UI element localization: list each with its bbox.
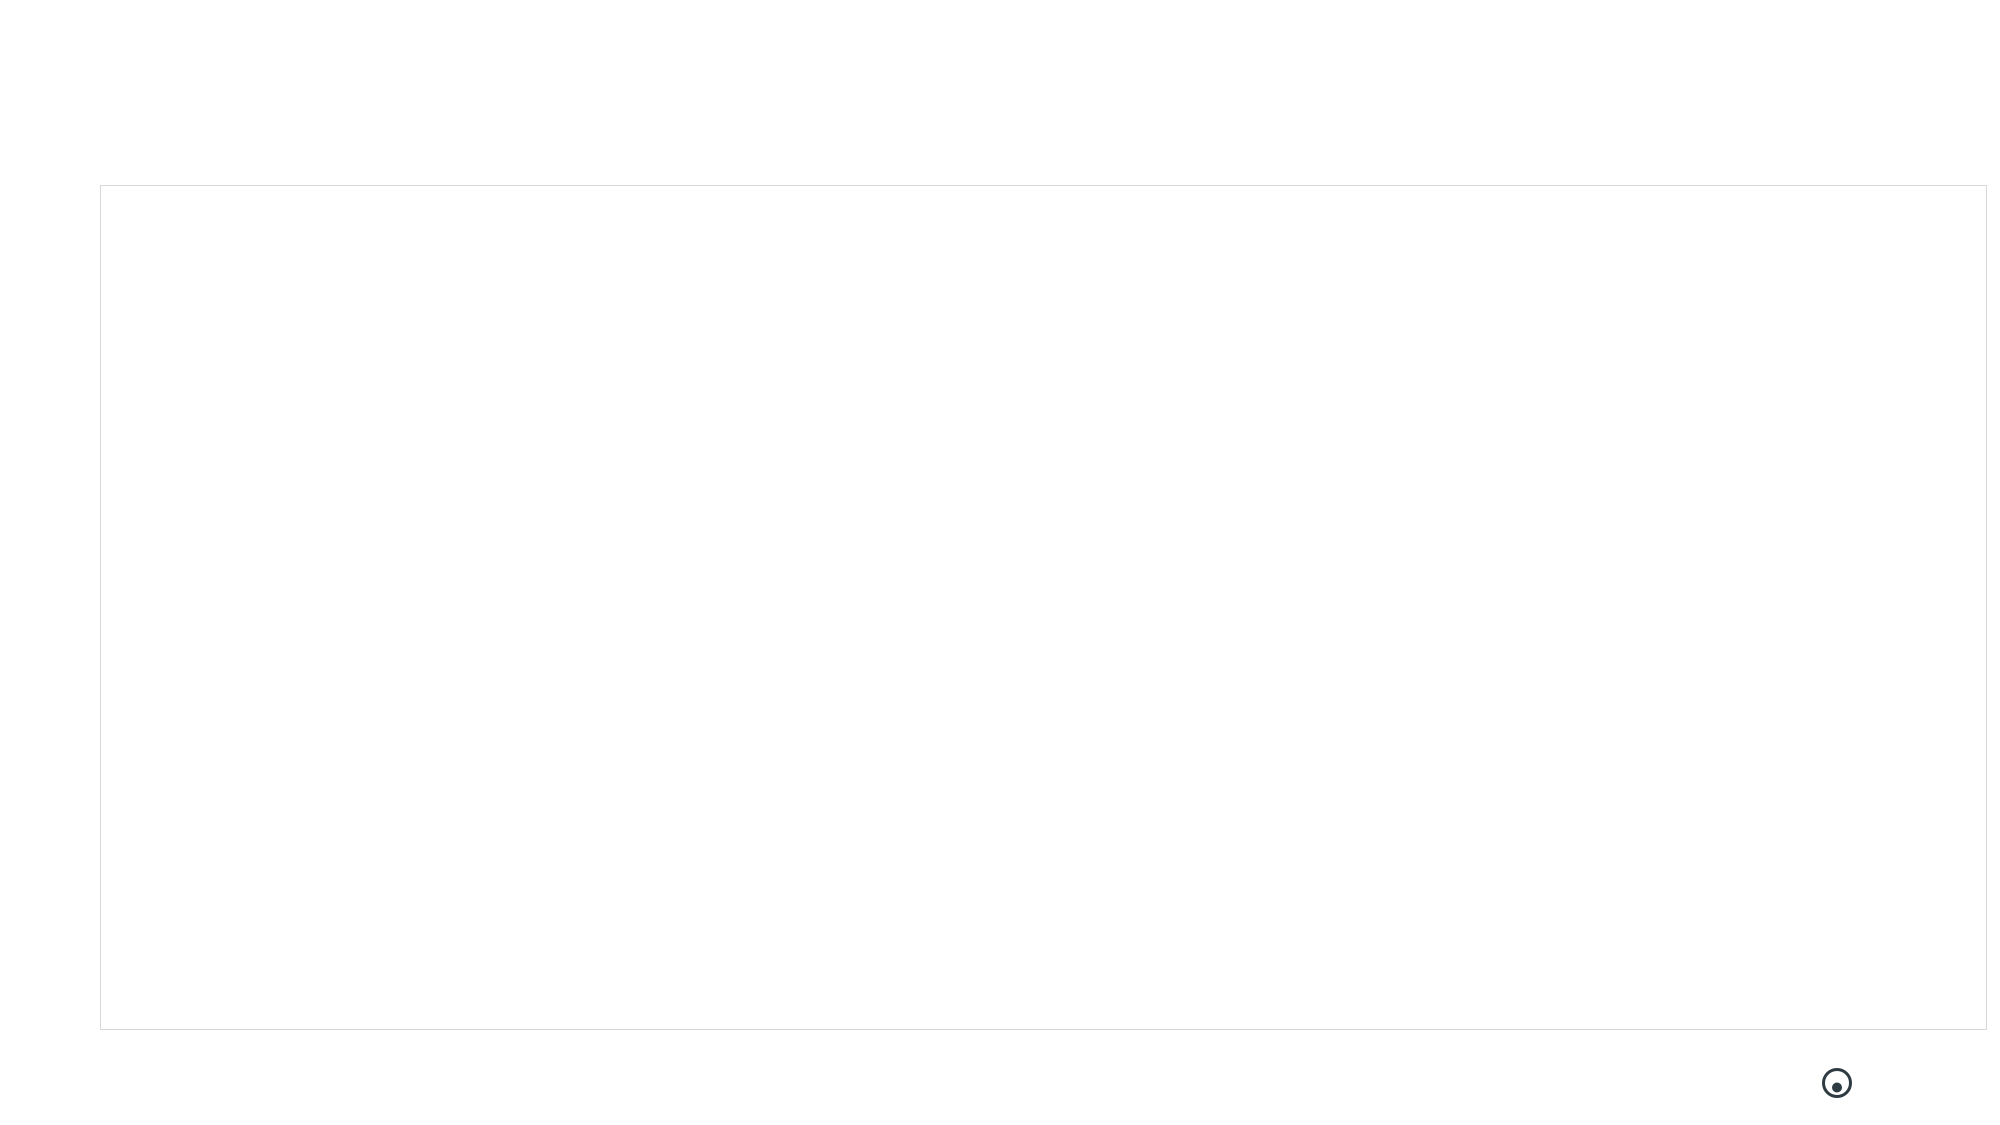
glassnode-logo-icon [1822, 1068, 1852, 1098]
glassnode-logo [1820, 1066, 1864, 1100]
tvl-stacked-area-chart [101, 186, 1986, 1029]
plot-area[interactable] [100, 185, 1987, 1030]
